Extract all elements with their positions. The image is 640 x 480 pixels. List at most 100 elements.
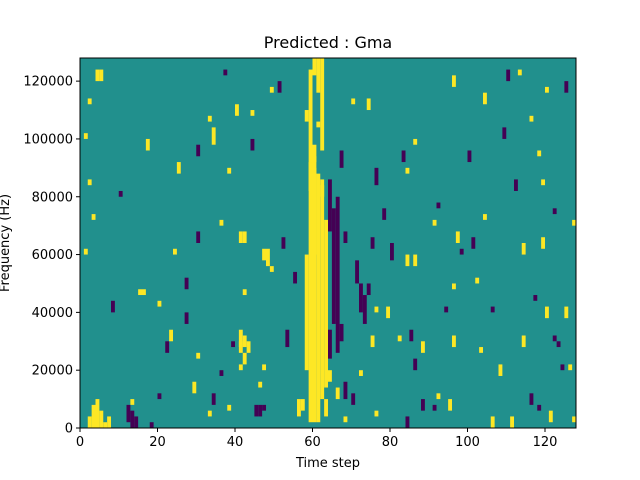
heatmap-cell [254,404,259,417]
heatmap-cell [362,295,367,324]
heatmap-cell [421,341,425,353]
heatmap-cell [207,115,212,122]
heatmap-cell [510,416,515,428]
x-axis-ticks: 0 20 40 60 80 100 120 [76,428,558,450]
heatmap-cell [320,179,325,400]
heatmap-cell [366,283,371,296]
heatmap-cell [374,410,379,417]
heatmap-cell [99,69,104,82]
heatmap-cell [277,81,282,93]
heatmap-cell [331,208,336,324]
heatmap-cell [312,58,317,76]
y-tick-label: 0 [65,422,73,437]
heatmap-cell [173,248,177,255]
heatmap-cell [343,416,348,423]
heatmap-cell [514,179,518,191]
heatmap-cell [250,138,255,151]
heatmap-cell [91,404,96,429]
heatmap-cell [479,347,484,353]
heatmap-cell [521,335,526,348]
heatmap-cell [545,86,549,93]
heatmap-cell [95,399,100,428]
heatmap-cell [490,306,495,313]
x-tick-label: 100 [455,435,480,450]
heatmap-cell [517,69,522,76]
heatmap-cell [405,167,410,174]
heatmap-cell [421,399,425,411]
heatmap-cell [300,399,305,411]
heatmap-cell [339,323,344,342]
y-axis-ticks: 0 20000 40000 60000 80000 100000 120000 [23,75,80,437]
x-axis-label: Time step [295,456,360,471]
heatmap-cell [192,381,197,394]
heatmap-cell [235,104,239,116]
heatmap-cell [541,179,546,186]
heatmap-cell [370,237,375,249]
heatmap-cell [413,358,418,371]
heatmap-cell [304,254,309,371]
heatmap-cell [293,271,298,284]
heatmap-cell [343,231,348,243]
heatmap-cell [107,416,112,428]
heatmap-cell [359,370,363,376]
y-tick-label: 100000 [23,132,73,147]
heatmap-cell [413,254,418,267]
heatmap-cell [556,341,561,348]
heatmap-cell [572,219,577,226]
heatmap-cell [242,335,247,348]
heatmap-cell [262,364,267,371]
heatmap-cell [246,341,251,353]
heatmap-cell [366,98,371,111]
heatmap-cell [335,196,340,353]
heatmap-cell [343,381,348,400]
heatmap-cell [386,306,391,319]
x-tick-label: 120 [533,435,558,450]
heatmap-cell [552,208,557,215]
heatmap-cell [324,399,329,417]
heatmap-cell [459,248,464,255]
heatmap-cell [405,254,410,267]
heatmap-cell [83,248,88,255]
heatmap-cell [564,81,569,93]
heatmap-cell [490,416,495,428]
heatmap-cell [227,404,232,411]
heatmap-cell [444,306,449,313]
heatmap-cell [409,329,414,342]
heatmap-cell [498,364,503,376]
heatmap-cell [196,144,201,157]
heatmap-cell [130,410,135,428]
heatmap-cell [320,185,325,197]
heatmap-cell [316,173,321,423]
heatmap-cell [455,231,460,243]
heatmap-cell [238,231,243,243]
heatmap-cell [521,243,526,255]
chart-title: Predicted : Gma [264,33,392,52]
heatmap-cell [262,404,267,411]
heatmap-cell [87,179,92,186]
x-tick-label: 20 [149,435,166,450]
heatmap-cell [541,237,546,249]
x-tick-label: 60 [304,435,321,450]
heatmap-cell [196,352,201,359]
heatmap-cell [258,381,263,388]
heatmap-cell [231,341,236,348]
heatmap-cell [397,335,402,342]
heatmap-cell [339,150,344,168]
heatmap-cell [223,69,228,76]
y-tick-label: 20000 [32,364,73,379]
heatmap-cell [401,150,406,163]
heatmap-cell [471,237,476,249]
heatmap-cell [134,416,139,428]
y-tick-label: 60000 [32,248,73,263]
heatmap-cell [304,110,309,122]
heatmap-cell [103,422,108,428]
heatmap-cell [130,399,135,405]
heatmap-cell [355,260,360,284]
heatmap-cell [328,329,332,359]
heatmap-cell [568,364,573,371]
heatmap-cell [560,364,565,371]
heatmap-cell [374,306,379,313]
heatmap-cell [83,133,88,139]
heatmap-cell [432,404,437,411]
heatmap-cell [351,393,356,405]
